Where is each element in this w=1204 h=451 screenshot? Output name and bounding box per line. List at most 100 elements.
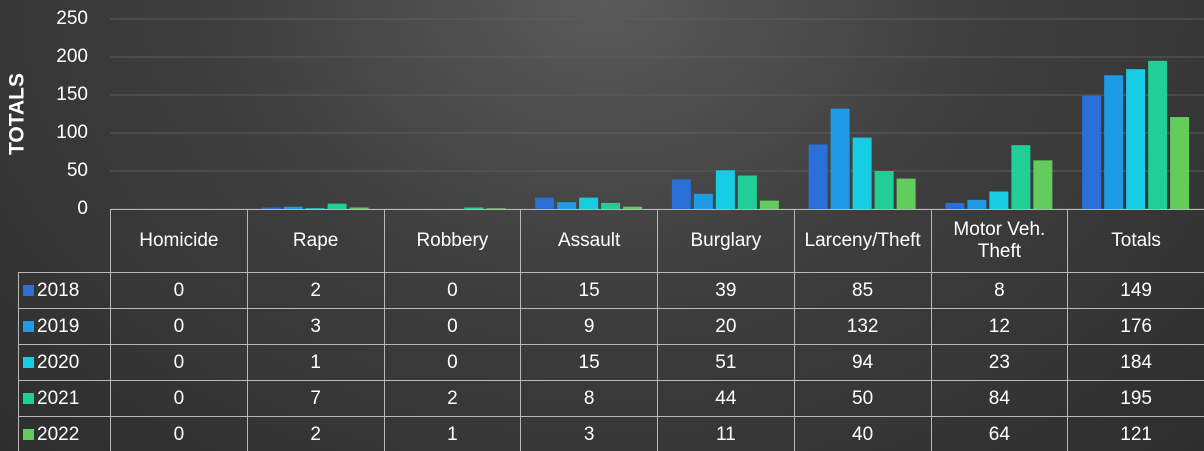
bar [305,208,325,209]
table-header: Rape [246,209,385,273]
table-header: Larceny/Theft [793,209,932,273]
table-value: 94 [793,344,932,381]
bar [693,193,713,209]
table-value: 64 [930,416,1069,451]
bar [327,203,347,209]
table-value: 0 [110,272,248,309]
bar [759,200,779,209]
bar [715,170,735,209]
y-tick-label: 50 [67,160,88,181]
y-tick-label: 0 [77,198,88,219]
legend-entry: 2021 [18,380,111,417]
table-value: 0 [110,380,248,417]
y-tick-label: 250 [56,8,88,29]
legend-label: 2019 [37,315,80,337]
bar [1126,69,1146,209]
y-tick-label: 150 [56,84,88,105]
bar [261,207,281,209]
table-value: 0 [383,308,522,345]
bar [896,178,916,209]
table-value: 1 [246,344,385,381]
table-value: 44 [657,380,795,417]
table-value: 132 [793,308,932,345]
table-value: 40 [793,416,932,451]
legend-label: 2020 [37,351,80,373]
legend-key [23,393,34,404]
table-header: Motor Veh. Theft [930,209,1069,273]
bar [349,207,369,209]
table-header: Totals [1067,209,1204,273]
table-value: 0 [383,272,522,309]
y-tick-label: 100 [56,122,88,143]
legend-key [23,357,34,368]
legend-entry: 2019 [18,308,111,345]
legend-key [23,285,34,296]
table-header: Robbery [383,209,522,273]
bar [623,206,643,209]
bar [808,144,828,209]
table-value: 7 [246,380,385,417]
bar [486,208,506,209]
y-axis-label: TOTALS [6,73,29,155]
bar [989,191,1009,209]
table-value: 2 [246,272,385,309]
bar [557,202,577,209]
bar [1033,160,1053,209]
table-value: 0 [383,344,522,381]
legend-label: 2018 [37,279,80,301]
table-header: Burglary [657,209,795,273]
table-value: 15 [520,344,658,381]
legend-label: 2021 [37,387,80,409]
table-value: 11 [657,416,795,451]
table-value: 3 [246,308,385,345]
table-header: Assault [520,209,658,273]
table-value: 1 [383,416,522,451]
bar [852,137,872,209]
bar [967,199,987,209]
y-tick-label: 200 [56,46,88,67]
table-value: 15 [520,272,658,309]
bar [737,175,757,209]
bar [601,202,621,209]
table-value: 2 [246,416,385,451]
bar [671,179,691,209]
table-value: 39 [657,272,795,309]
legend-entry: 2020 [18,344,111,381]
bar [1082,95,1102,209]
table-value: 8 [930,272,1069,309]
bar [1148,60,1168,209]
bar [1011,145,1031,209]
table-value: 0 [110,416,248,451]
legend-key [23,321,34,332]
table-value: 51 [657,344,795,381]
bar [579,197,599,209]
table-value: 12 [930,308,1069,345]
table-value: 85 [793,272,932,309]
legend-entry: 2022 [18,416,111,451]
table-value: 20 [657,308,795,345]
bar [1170,117,1190,209]
table-value: 184 [1067,344,1204,381]
table-value: 121 [1067,416,1204,451]
table-value: 50 [793,380,932,417]
bar [945,202,965,209]
table-value: 3 [520,416,658,451]
table-value: 0 [110,344,248,381]
table-value: 149 [1067,272,1204,309]
table-value: 9 [520,308,658,345]
bar [283,206,303,209]
table-value: 84 [930,380,1069,417]
table-header: Homicide [110,209,248,273]
bar [830,108,850,209]
table-value: 8 [520,380,658,417]
table-value: 0 [110,308,248,345]
table-value: 23 [930,344,1069,381]
table-value: 195 [1067,380,1204,417]
legend-key [23,429,34,440]
bar [535,197,555,209]
table-value: 2 [383,380,522,417]
table-value: 176 [1067,308,1204,345]
bar [874,171,894,209]
